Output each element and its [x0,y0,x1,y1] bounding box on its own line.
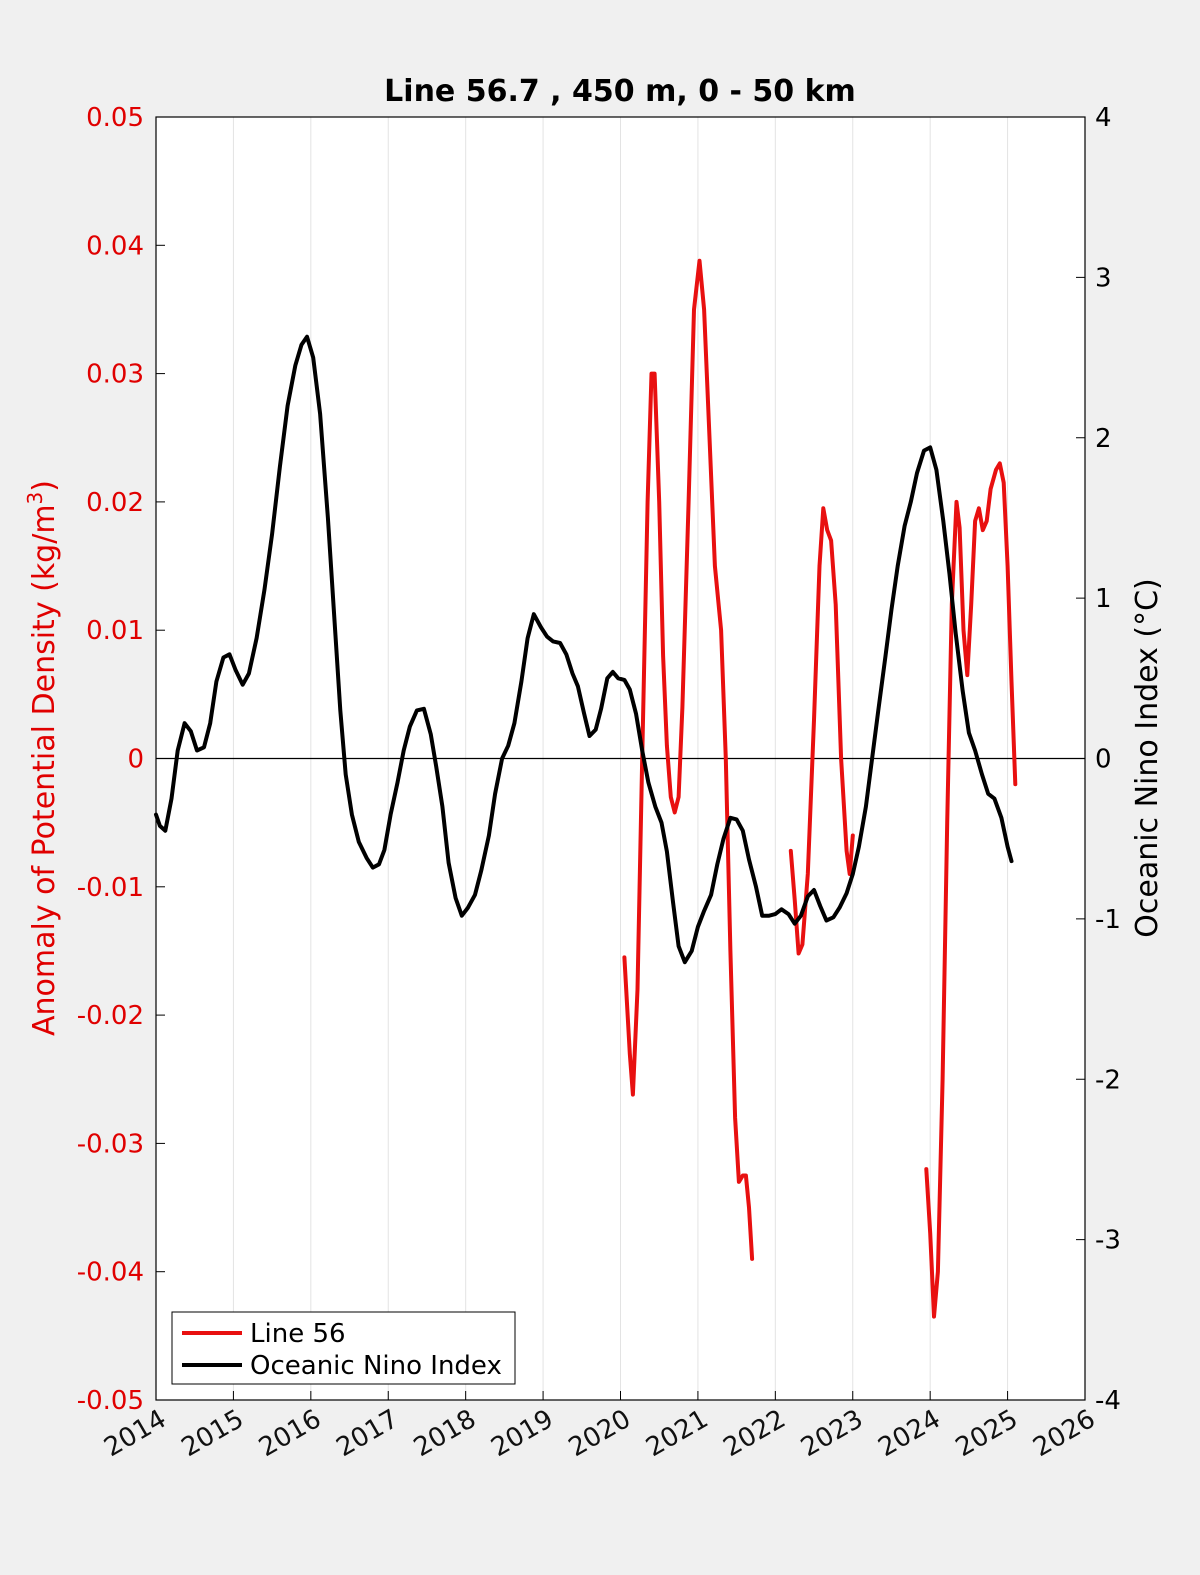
legend-label-oni: Oceanic Nino Index [250,1351,502,1381]
left-tick-label: 0.02 [86,488,144,518]
left-tick-label: 0.05 [86,103,144,133]
left-axis-label: Anomaly of Potential Density (kg/m3) [23,480,62,1036]
left-tick-label: 0.04 [86,231,144,261]
right-tick-label: -3 [1095,1226,1121,1256]
legend: Line 56 Oceanic Nino Index [171,1311,516,1385]
line-56-series-segment-1 [622,258,755,1261]
line-56-series-segment-2 [788,506,855,956]
left-axis: -0.05 -0.04 -0.03 -0.02 -0.01 0 0.01 0.02 0.03 0.… [77,103,165,1416]
left-tick-label: 0 [127,745,144,775]
oni-series-line [154,334,1014,965]
right-axis: -4 -3 -2 -1 0 1 2 3 4 [1076,103,1121,1416]
right-axis-label: Oceanic Nino Index (°C) [1130,578,1165,938]
right-tick-label: 1 [1095,584,1112,614]
left-tick-label: -0.03 [77,1129,144,1159]
right-tick-label: 2 [1095,424,1112,454]
legend-label-line-56: Line 56 [250,1319,346,1349]
right-tick-label: -2 [1095,1065,1121,1095]
right-tick-label: 0 [1095,745,1112,775]
left-tick-label: -0.05 [77,1386,144,1416]
legend-box [171,1311,516,1385]
left-tick-label: -0.04 [77,1258,144,1288]
series-layer [154,258,1018,1319]
right-tick-label: -1 [1095,905,1121,935]
right-tick-label: -4 [1095,1386,1121,1416]
line-56-series-segment-3 [924,461,1018,1319]
left-tick-label: -0.02 [77,1001,144,1031]
chart-title: Line 56.7 , 450 m, 0 - 50 km [384,74,856,109]
left-tick-label: 0.01 [86,616,144,646]
right-tick-label: 4 [1095,103,1112,133]
left-tick-label: -0.01 [77,873,144,903]
left-tick-label: 0.03 [86,360,144,390]
right-tick-label: 3 [1095,263,1112,293]
